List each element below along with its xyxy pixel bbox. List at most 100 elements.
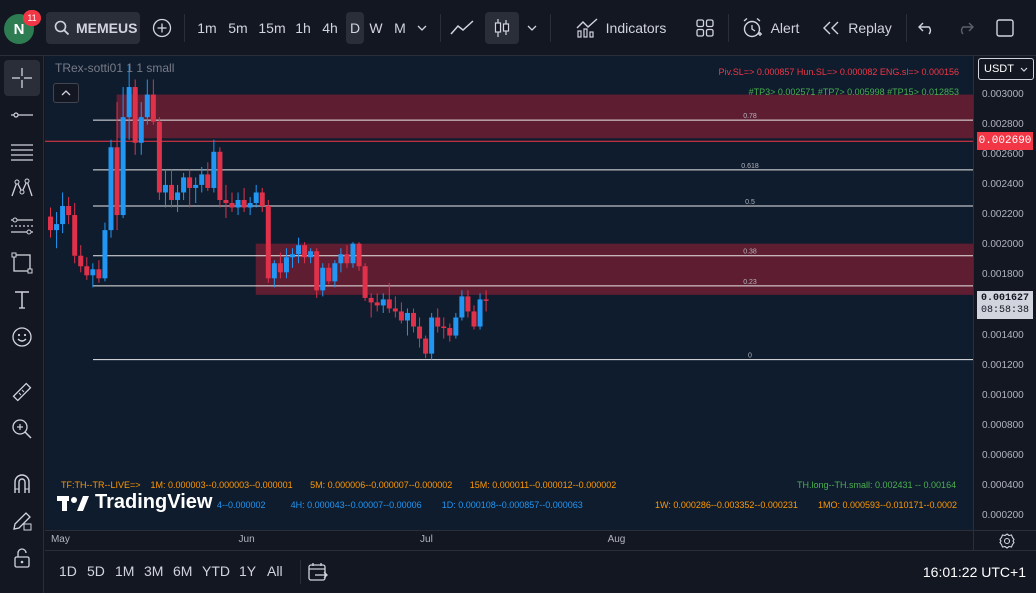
candle-body <box>138 117 144 143</box>
tf-1h-tail: 4--0.000002 <box>217 500 266 510</box>
range-1m-button[interactable]: 1M <box>115 563 135 579</box>
tf-1mo: 1MO: 0.000593--0.010171--0.0002 <box>817 500 958 510</box>
redo-button[interactable] <box>950 12 980 44</box>
grid-icon <box>696 19 714 37</box>
rewind-icon <box>823 21 839 35</box>
candle-body <box>296 245 302 255</box>
watermark-text: TradingView <box>95 491 213 513</box>
lock-tool[interactable] <box>4 540 40 576</box>
fib-tool[interactable] <box>4 134 40 170</box>
chevron-down-icon <box>527 25 537 31</box>
candle-body <box>132 87 138 143</box>
compare-symbol-button[interactable] <box>148 12 176 44</box>
candle-body <box>241 199 247 208</box>
price-axis[interactable]: USDT 0.003000 0.002800 0.002600 0.002400 0.0… <box>973 56 1036 530</box>
price-tick-label: 0.002800 <box>982 118 1024 130</box>
interval-d-button[interactable]: D <box>346 12 364 44</box>
pattern-tool[interactable] <box>4 171 40 207</box>
range-3m-button[interactable]: 3M <box>144 563 164 579</box>
candle-body <box>199 174 205 185</box>
candle-body <box>235 199 241 208</box>
fib-level-label: 0.618 <box>741 163 759 170</box>
tp-annotation: #TP3> 0.002571 #TP7> 0.005998 #TP15> 0.0… <box>748 87 959 97</box>
magnet-tool[interactable] <box>4 466 40 502</box>
candle-body <box>308 251 314 258</box>
undo-button[interactable] <box>912 12 942 44</box>
gear-icon <box>999 533 1015 549</box>
drawing-mode-tool[interactable] <box>4 503 40 539</box>
icons-tool[interactable] <box>4 319 40 355</box>
indicator-legend[interactable]: TRex-sotti01 1 1 small <box>55 61 174 75</box>
tf-5m: 5M: 0.000006--0.000007--0.000002 <box>310 480 453 490</box>
crosshair-icon <box>12 68 32 88</box>
interval-mo-button[interactable]: M <box>394 20 406 36</box>
tf-row-3: 1W: 0.000286--0.003352--0.000231 1MO: 0.… <box>655 500 973 510</box>
search-icon <box>54 20 70 36</box>
crosshair-tool[interactable] <box>4 60 40 96</box>
chart-pane[interactable]: 0.78 0.618 0.5 0.38 0.23 0 TRex-sotti01 1 1 s… <box>45 56 973 530</box>
candle-body <box>205 174 211 188</box>
interval-4h-button[interactable]: 4h <box>322 20 338 36</box>
last-price-chip: 0.001627 08:58:38 <box>977 290 1033 319</box>
chart-type-dropdown[interactable] <box>522 12 542 44</box>
price-tick-label: 0.002400 <box>982 178 1024 190</box>
candle-body <box>392 308 398 312</box>
text-tool[interactable] <box>4 282 40 318</box>
candle-body <box>290 254 295 258</box>
bar-countdown: 08:58:38 <box>980 304 1029 316</box>
candlestick-chart[interactable]: 0.78 0.618 0.5 0.38 0.23 0 <box>45 56 973 530</box>
range-ytd-button[interactable]: YTD <box>202 563 230 579</box>
goto-date-button[interactable] <box>307 561 329 583</box>
interval-w-button[interactable]: W <box>369 20 383 36</box>
measure-tool[interactable] <box>4 374 40 410</box>
currency-selector[interactable]: USDT <box>978 58 1034 80</box>
interval-5m-button[interactable]: 5m <box>228 20 248 36</box>
range-5d-button[interactable]: 5D <box>87 563 105 579</box>
range-1y-button[interactable]: 1Y <box>239 563 257 579</box>
interval-dropdown[interactable] <box>412 12 432 44</box>
interval-1m-button[interactable]: 1m <box>197 20 217 36</box>
smiley-icon <box>12 327 32 347</box>
symbol-search[interactable]: MEMEUSI <box>46 12 140 44</box>
indicators-button[interactable]: Indicators <box>558 12 684 44</box>
supply-zone-0 <box>116 94 973 139</box>
forecast-tool[interactable] <box>4 208 40 244</box>
divider <box>906 14 907 42</box>
range-1d-button[interactable]: 1D <box>59 563 77 579</box>
projection-icon <box>11 217 33 235</box>
trend-line-tool[interactable] <box>4 97 40 133</box>
candle-body <box>90 269 96 276</box>
candle-body <box>283 257 289 273</box>
range-6m-button[interactable]: 6M <box>173 563 193 579</box>
candle-chart-type-button[interactable] <box>485 12 519 44</box>
candle-body <box>453 317 459 336</box>
fullscreen-button[interactable] <box>990 12 1020 44</box>
replay-button[interactable]: Replay <box>814 12 900 44</box>
candle-body <box>362 266 368 298</box>
candle-body <box>441 326 447 329</box>
clock[interactable]: 16:01:22 UTC+1 <box>922 564 1026 580</box>
price-tick-label: 0.000400 <box>982 480 1024 492</box>
candle-body <box>417 326 423 339</box>
alert-button[interactable]: Alert <box>734 12 806 44</box>
candle-body <box>338 254 344 264</box>
price-tick-label: 0.001800 <box>982 269 1024 281</box>
price-tick-label: 0.001000 <box>982 389 1024 401</box>
time-tick-label: Jun <box>238 534 255 545</box>
fib-level-label: 0.78 <box>743 113 757 120</box>
interval-1h-button[interactable]: 1h <box>295 20 311 36</box>
time-tick-label: May <box>50 534 70 545</box>
time-axis[interactable]: May Jun Jul Aug <box>45 530 973 550</box>
candle-body <box>398 311 404 321</box>
line-chart-type-button[interactable] <box>446 12 478 44</box>
zoom-tool[interactable] <box>4 411 40 447</box>
collapse-legend-button[interactable] <box>53 83 79 103</box>
layouts-button[interactable] <box>690 12 720 44</box>
range-all-button[interactable]: All <box>267 563 283 579</box>
shapes-tool[interactable] <box>4 245 40 281</box>
interval-15m-button[interactable]: 15m <box>258 20 286 36</box>
price-tick-label: 0.002600 <box>982 148 1024 160</box>
candle-body <box>193 184 199 188</box>
axis-settings[interactable] <box>973 530 1036 550</box>
candle-body <box>126 87 132 118</box>
